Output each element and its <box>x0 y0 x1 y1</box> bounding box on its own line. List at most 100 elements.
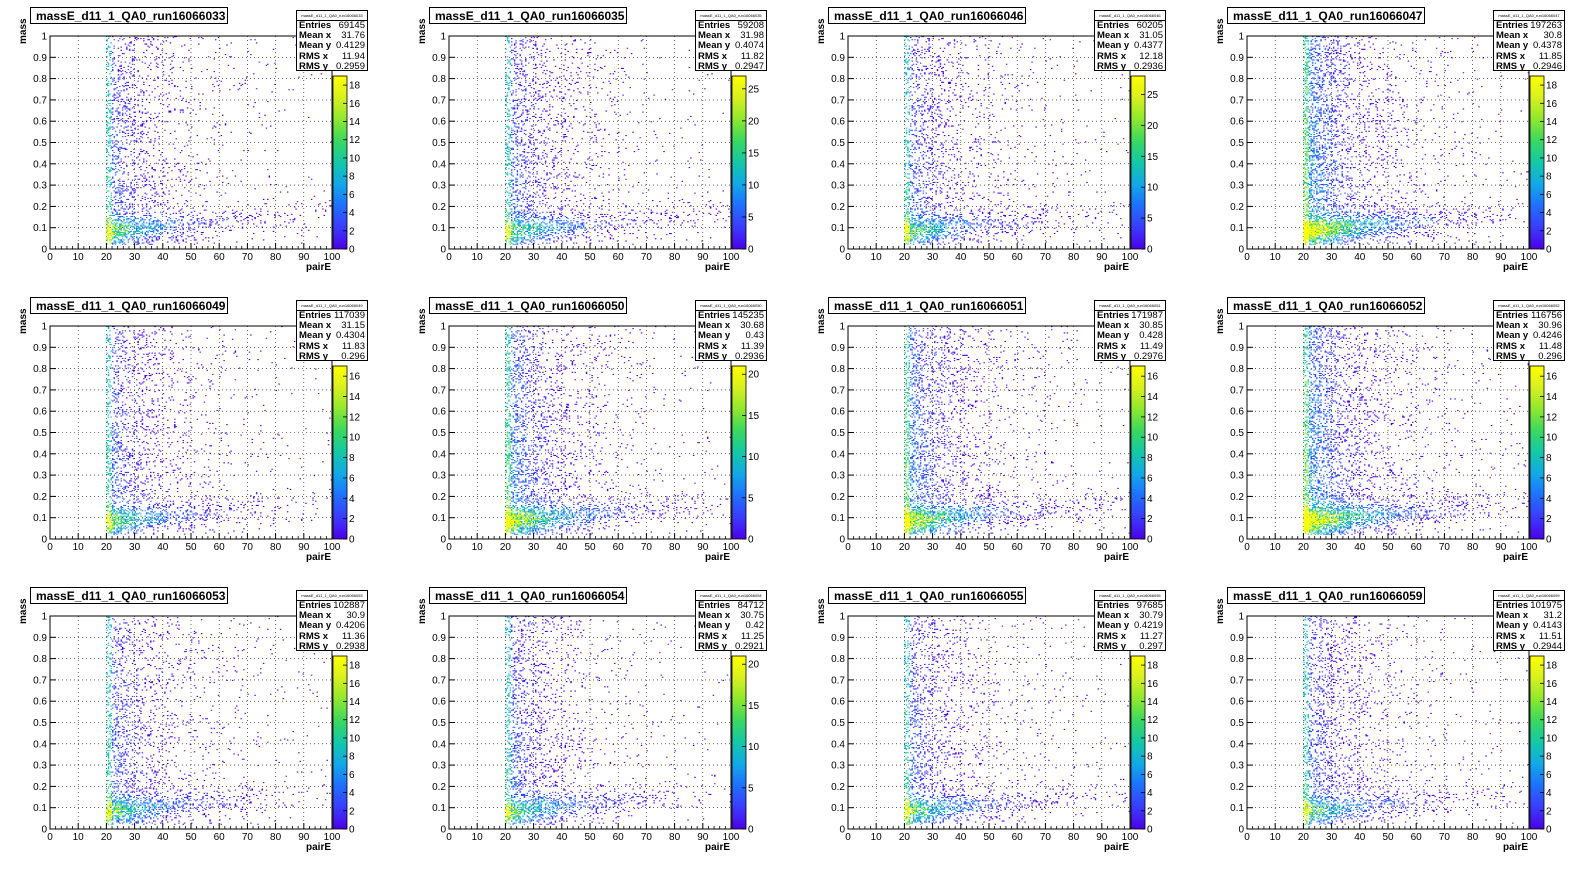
stats-value: 0.4129 <box>335 40 365 52</box>
heatmap-plot: 0 10 20 30 40 50 60 70 80 90 10000.10.20.30.40.50.… <box>33 612 360 844</box>
y-tick-label: 0.9 <box>432 633 446 644</box>
z-tick-label: 18 <box>1147 661 1159 672</box>
stats-box: massE_d11_1_QA0_run16066059 Entries 101975… <box>1493 590 1565 651</box>
z-tick-label: 5 <box>1147 214 1153 225</box>
x-tick-label: 60 <box>1411 832 1423 843</box>
stats-value: 0.4074 <box>734 40 764 52</box>
z-tick-label: 10 <box>1546 153 1558 164</box>
z-tick-label: 12 <box>349 412 361 423</box>
x-tick-label: 80 <box>270 252 282 263</box>
y-axis-label: mass <box>1215 308 1226 334</box>
stats-title: massE_d11_1_QA0_run16066050 <box>696 301 766 311</box>
stats-value: 116756 <box>1531 310 1562 321</box>
y-axis-label: mass <box>417 18 428 44</box>
y-tick-label: 0.5 <box>1230 138 1244 149</box>
z-tick-label: 14 <box>1546 117 1558 128</box>
y-axis-label: mass <box>18 308 29 334</box>
z-tick-label: 10 <box>349 433 361 444</box>
stats-label: Mean x <box>1496 30 1529 42</box>
y-tick-label: 0.3 <box>1230 761 1244 772</box>
heatmap-cells-level-2 <box>910 618 1052 824</box>
stats-row-rms-x: RMS x 11.49 <box>1095 341 1165 352</box>
y-tick-label: 0.3 <box>432 471 446 482</box>
heatmap-cells-level-2 <box>1309 326 1479 535</box>
histogram-title: massE_d11_1_QA0_run16066051 <box>828 297 1026 314</box>
z-tick-label: 2 <box>1147 514 1153 525</box>
y-tick-label: 0.3 <box>432 181 446 192</box>
x-tick-label: 70 <box>1439 832 1451 843</box>
z-tick-label: 2 <box>349 226 355 237</box>
histogram-panel: 0 10 20 30 40 50 60 70 80 90 100 0 0.1 0.2 0.3 0.4 0.5 0.… <box>1197 0 1596 290</box>
color-scale-bar <box>332 365 348 540</box>
histogram-title: massE_d11_1_QA0_run16066059 <box>1227 587 1425 604</box>
stats-label: RMS x <box>299 630 329 642</box>
heatmap-cells-level-4 <box>106 326 168 535</box>
histogram-title: massE_d11_1_QA0_run16066033 <box>30 7 228 24</box>
heatmap-cells-level-9 <box>904 802 911 819</box>
y-tick-label: 0.2 <box>831 782 845 793</box>
x-tick-label: 30 <box>927 542 939 553</box>
stats-value: 11.83 <box>341 340 365 352</box>
x-tick-label: 10 <box>871 832 883 843</box>
stats-label: Entries <box>698 20 731 31</box>
y-tick-label: 0.4 <box>831 449 845 460</box>
x-tick-label: 10 <box>73 832 85 843</box>
heatmap-cells-level-8 <box>904 507 935 532</box>
stats-value: 11.39 <box>740 340 764 352</box>
x-axis-label: pairE <box>1503 842 1529 853</box>
y-tick-label: 0.7 <box>432 385 446 396</box>
stats-box: massE_d11_1_QA0_run16066055 Entries 97685 M… <box>1094 590 1166 651</box>
heatmap-cells-level-4 <box>505 616 574 824</box>
y-tick-label: 0.8 <box>33 74 47 85</box>
x-tick-label: 10 <box>472 832 484 843</box>
stats-label: RMS x <box>1097 50 1127 62</box>
stats-value: 11.27 <box>1139 630 1163 642</box>
y-tick-label: 0.2 <box>1230 492 1244 503</box>
y-tick-label: 0 <box>41 245 47 256</box>
x-tick-label: 70 <box>242 542 254 553</box>
stats-label: Entries <box>299 20 332 31</box>
z-tick-label: 10 <box>748 452 760 463</box>
x-tick-label: 50 <box>185 832 197 843</box>
x-tick-label: 0 <box>1244 252 1250 263</box>
stats-value: 0.428 <box>1139 330 1163 342</box>
x-tick-label: 80 <box>669 542 681 553</box>
y-tick-label: 0.2 <box>432 202 446 213</box>
y-tick-label: 0.1 <box>831 223 845 234</box>
x-tick-label: 90 <box>298 832 310 843</box>
stats-row-mean-x: Mean x 31.76 <box>297 30 367 41</box>
z-tick-label: 14 <box>1147 697 1159 708</box>
y-tick-label: 0.6 <box>33 407 47 418</box>
stats-value: 101975 <box>1530 600 1562 611</box>
z-tick-label: 10 <box>1546 433 1558 444</box>
x-tick-label: 70 <box>641 542 653 553</box>
stats-value: 0.4143 <box>1532 620 1562 632</box>
stats-row-rms-x: RMS x 11.83 <box>297 340 367 352</box>
y-tick-label: 0.9 <box>1230 343 1244 354</box>
x-tick-label: 50 <box>584 252 596 263</box>
x-tick-label: 50 <box>185 252 197 263</box>
histogram-title: massE_d11_1_QA0_run16066055 <box>828 587 1026 604</box>
stats-row-entries: Entries 84712 <box>696 600 766 611</box>
heatmap-cells-level-1 <box>1309 616 1530 824</box>
y-tick-label: 0.6 <box>831 407 845 418</box>
histogram-title: massE_d11_1_QA0_run16066052 <box>1227 297 1425 314</box>
stats-label: RMS x <box>1496 630 1526 642</box>
x-tick-label: 80 <box>1467 252 1479 263</box>
x-tick-label: 30 <box>129 832 141 843</box>
y-tick-label: 0.7 <box>33 95 47 106</box>
stats-value: 0.4219 <box>1133 620 1163 632</box>
stats-value: 12.18 <box>1139 50 1163 62</box>
z-tick-label: 6 <box>349 190 355 201</box>
y-tick-label: 0.9 <box>831 53 845 64</box>
heatmap-cells-level-2 <box>112 618 242 825</box>
x-tick-label: 40 <box>556 252 568 263</box>
stats-label: RMS y <box>1496 60 1526 72</box>
stats-label: RMS x <box>698 340 728 352</box>
color-scale-bar <box>1529 365 1545 540</box>
stats-label: Mean x <box>1097 30 1130 42</box>
y-tick-label: 1 <box>1238 32 1244 43</box>
x-tick-label: 80 <box>1068 542 1080 553</box>
z-tick-label: 16 <box>1147 679 1159 690</box>
y-tick-label: 0.7 <box>1230 95 1244 106</box>
